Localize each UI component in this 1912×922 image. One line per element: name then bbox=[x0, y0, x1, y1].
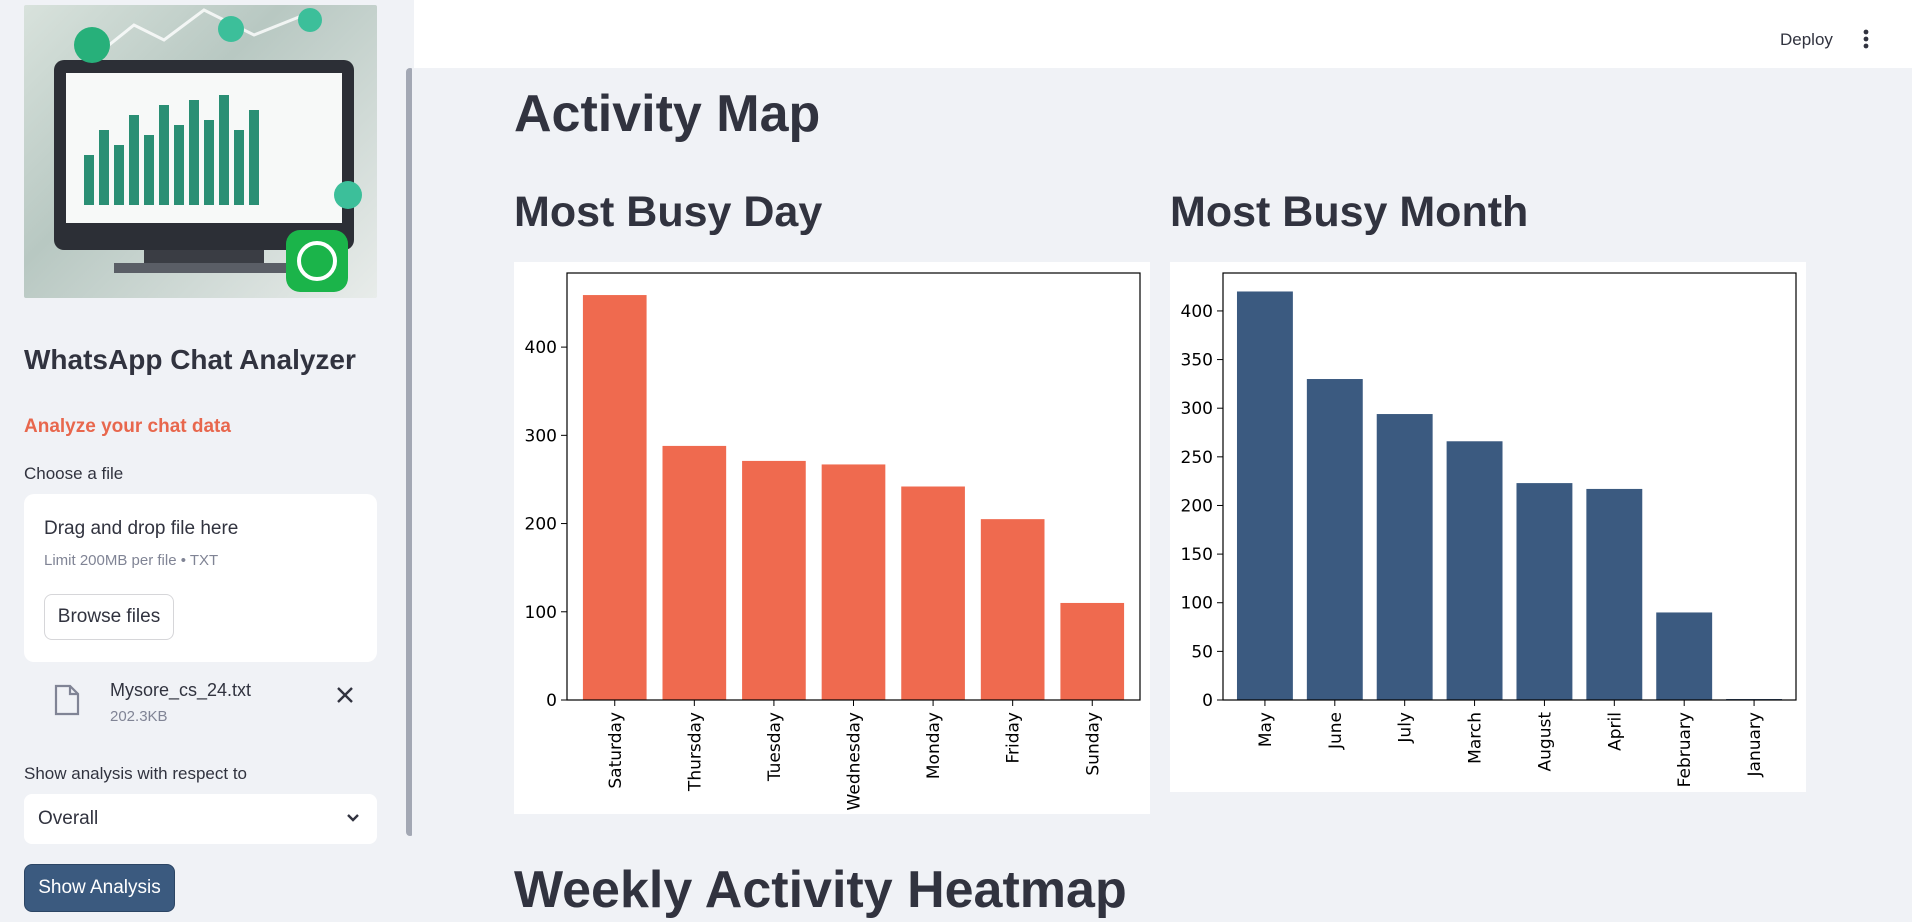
day-bar-tuesday bbox=[742, 460, 806, 700]
month-bar-may bbox=[1236, 291, 1293, 700]
month-bar-march bbox=[1446, 441, 1503, 700]
file-label: Choose a file bbox=[24, 464, 124, 483]
deploy-button[interactable]: Deploy bbox=[1780, 30, 1833, 49]
day-bar-sunday bbox=[1060, 602, 1125, 700]
sidebar: WhatsApp Chat Analyzer Analyze your chat… bbox=[0, 0, 412, 922]
month-bar-august bbox=[1516, 483, 1573, 700]
busy-month-chart-svg: May June July March August April February Janua… bbox=[1181, 272, 1797, 787]
day-bar-friday bbox=[980, 519, 1045, 700]
month-ytick-label: 150 bbox=[1181, 545, 1213, 565]
month-bar-april bbox=[1586, 488, 1643, 700]
month-plot-frame bbox=[1222, 272, 1797, 701]
month-ytick-label: 200 bbox=[1181, 496, 1213, 516]
day-xtick-label: Wednesday bbox=[845, 712, 865, 810]
month-bar-july bbox=[1376, 414, 1433, 700]
app-subtitle: Analyze your chat data bbox=[24, 416, 231, 437]
app-title: WhatsApp Chat Analyzer bbox=[24, 344, 356, 375]
sidebar-scrollbar[interactable] bbox=[406, 68, 412, 836]
month-xtick-label: February bbox=[1675, 712, 1695, 787]
uploaded-file-size: 202.3KB bbox=[110, 708, 168, 725]
month-ytick-label: 300 bbox=[1181, 399, 1213, 419]
show-analysis-button[interactable]: Show Analysis bbox=[24, 864, 175, 912]
month-xtick-label: April bbox=[1605, 712, 1625, 751]
day-xtick-label: Friday bbox=[1004, 712, 1024, 764]
chevron-down-icon bbox=[345, 810, 361, 831]
month-xtick-label: March bbox=[1466, 712, 1486, 764]
day-ytick-label: 400 bbox=[525, 338, 557, 358]
busy-month-chart: May June July March August April February Janua… bbox=[1170, 262, 1806, 792]
analysis-select-value: Overall bbox=[38, 808, 99, 829]
file-icon bbox=[54, 684, 80, 721]
dropzone-title: Drag and drop file here bbox=[44, 518, 239, 539]
month-xtick-label: May bbox=[1256, 712, 1276, 747]
month-ytick-label: 50 bbox=[1191, 642, 1213, 662]
file-dropzone[interactable]: Drag and drop file here Limit 200MB per … bbox=[24, 494, 377, 662]
day-xtick-label: Saturday bbox=[606, 712, 626, 789]
day-ytick-label: 200 bbox=[525, 515, 557, 535]
day-bar-saturday bbox=[582, 295, 647, 700]
day-bar-monday bbox=[901, 486, 965, 700]
day-bar-thursday bbox=[662, 445, 727, 700]
month-bar-february bbox=[1656, 612, 1713, 700]
analysis-select[interactable]: Overall bbox=[24, 794, 377, 844]
weekly-heatmap-heading: Weekly Activity Heatmap bbox=[514, 861, 1127, 919]
page-title: Activity Map bbox=[514, 85, 821, 143]
month-ytick-label: 400 bbox=[1181, 302, 1213, 322]
day-ytick-label: 0 bbox=[546, 691, 557, 711]
sidebar-hero-image bbox=[24, 5, 377, 298]
uploaded-file: Mysore_cs_24.txt 202.3KB bbox=[24, 674, 377, 730]
dropzone-limit: Limit 200MB per file • TXT bbox=[44, 552, 219, 569]
day-ytick-label: 100 bbox=[525, 603, 557, 623]
day-bar-wednesday bbox=[821, 464, 886, 700]
month-xtick-label: June bbox=[1326, 712, 1346, 750]
busy-day-chart: Saturday Thursday Tuesday Wednesday Monday Fr… bbox=[514, 262, 1150, 814]
month-xtick-label: August bbox=[1535, 712, 1555, 772]
day-xtick-label: Sunday bbox=[1083, 712, 1103, 776]
day-xtick-label: Monday bbox=[924, 712, 944, 779]
month-ytick-label: 0 bbox=[1202, 691, 1213, 711]
month-ytick-label: 350 bbox=[1181, 351, 1213, 371]
day-ytick-label: 300 bbox=[525, 426, 557, 446]
analysis-label: Show analysis with respect to bbox=[24, 764, 247, 783]
busy-day-heading: Most Busy Day bbox=[514, 188, 823, 236]
month-ytick-label: 250 bbox=[1181, 448, 1213, 468]
month-xtick-label: January bbox=[1745, 712, 1765, 777]
month-xtick-label: July bbox=[1396, 712, 1416, 744]
uploaded-file-name: Mysore_cs_24.txt bbox=[110, 680, 252, 700]
day-xtick-label: Thursday bbox=[685, 712, 705, 792]
close-icon[interactable] bbox=[334, 684, 356, 713]
month-bar-june bbox=[1306, 379, 1363, 700]
day-xtick-label: Tuesday bbox=[765, 712, 785, 782]
day-plot-frame bbox=[566, 272, 1141, 701]
top-header bbox=[414, 0, 1912, 68]
more-options-icon[interactable] bbox=[1860, 28, 1872, 55]
browse-files-button[interactable]: Browse files bbox=[44, 594, 174, 640]
busy-month-heading: Most Busy Month bbox=[1170, 188, 1529, 236]
month-ytick-label: 100 bbox=[1181, 594, 1213, 614]
busy-day-chart-svg: Saturday Thursday Tuesday Wednesday Monday Fr… bbox=[525, 272, 1141, 810]
